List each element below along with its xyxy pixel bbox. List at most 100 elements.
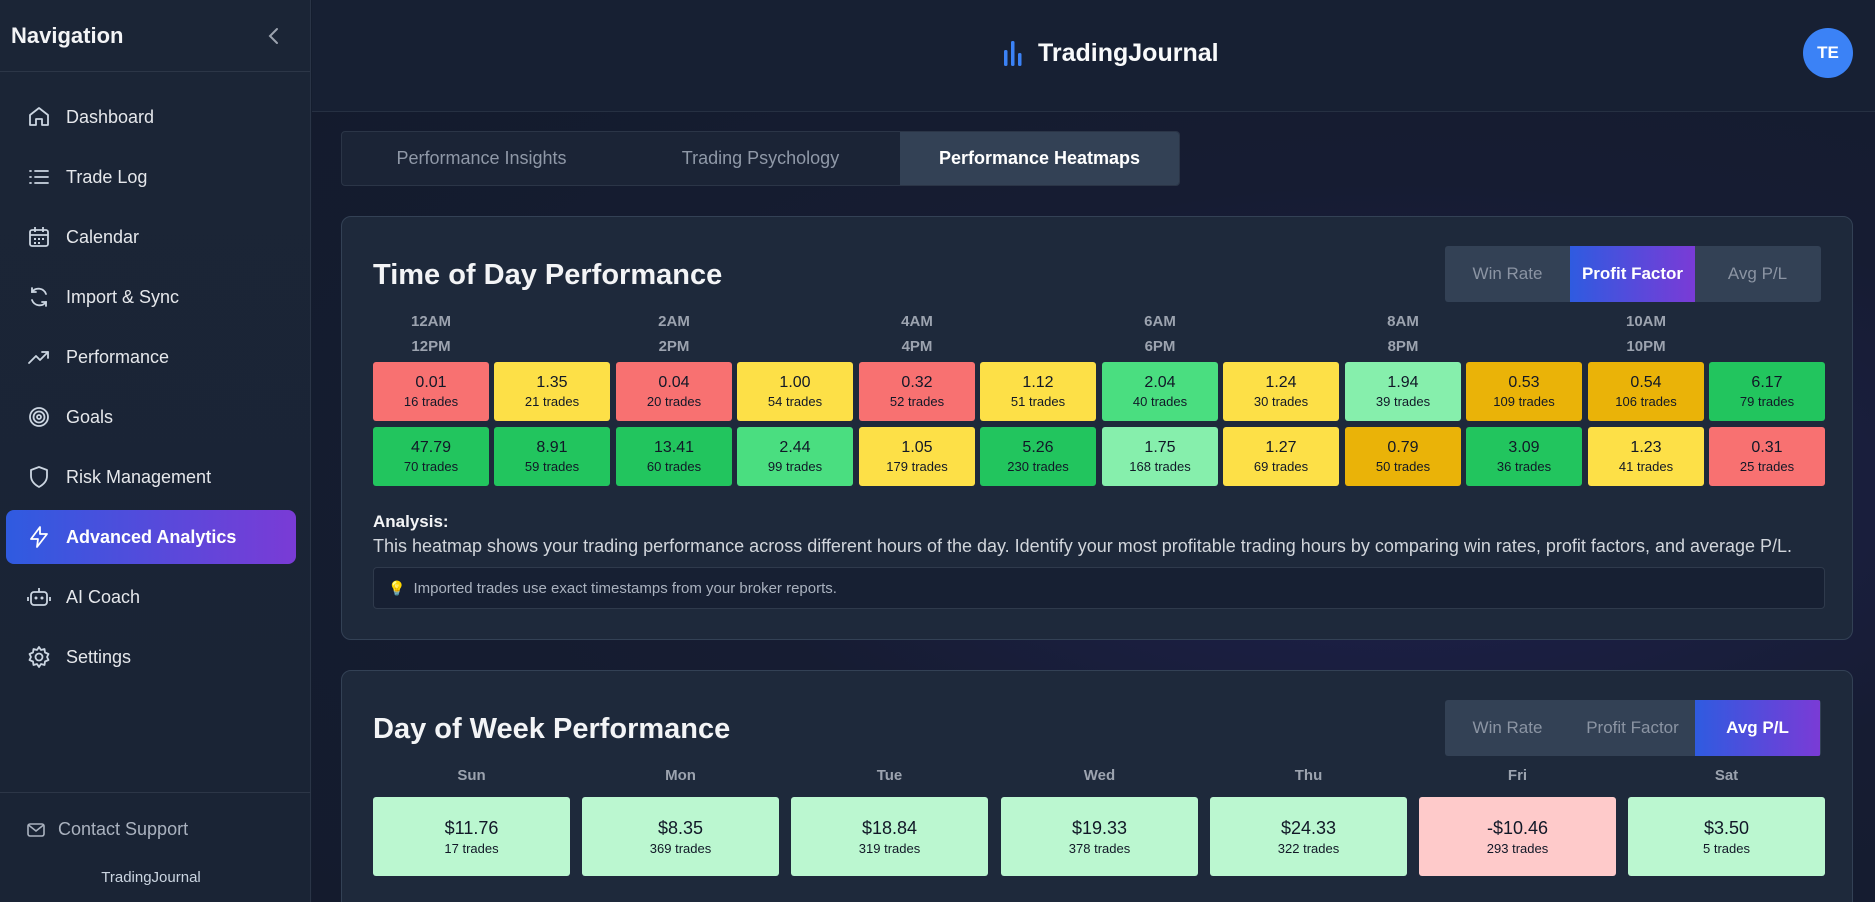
heatmap-cell[interactable]: 1.75 168 trades	[1102, 427, 1218, 486]
brand-name: TradingJournal	[1038, 38, 1219, 67]
sidebar-item-risk-management[interactable]: Risk Management	[6, 450, 296, 504]
sidebar-item-ai-coach[interactable]: AI Coach	[6, 570, 296, 624]
cell-value: -$10.46	[1486, 817, 1549, 838]
cell-trades: 168 trades	[1129, 458, 1191, 474]
heatmap-cell[interactable]: 0.53 109 trades	[1466, 362, 1582, 421]
heatmap-cell[interactable]: 1.94 39 trades	[1345, 362, 1461, 421]
cell-value: 2.04	[1144, 373, 1176, 391]
tod-profit-factor-button[interactable]: Profit Factor	[1570, 246, 1695, 302]
day-label: Sat	[1714, 767, 1739, 784]
cell-trades: 30 trades	[1253, 393, 1309, 409]
sidebar-item-advanced-analytics[interactable]: Advanced Analytics	[6, 510, 296, 564]
tod-win-rate-button[interactable]: Win Rate	[1472, 264, 1543, 283]
heatmap-cell[interactable]: 0.32 52 trades	[859, 362, 975, 421]
sidebar-item-trade-log[interactable]: Trade Log	[6, 150, 296, 204]
heatmap-cell[interactable]: 13.41 60 trades	[616, 427, 732, 486]
cell-value: 1.24	[1265, 373, 1297, 391]
day-heatmap-cell[interactable]: $19.33 378 trades	[1001, 797, 1198, 876]
hour-label-am: 12AM	[410, 313, 451, 330]
cell-trades: 99 trades	[767, 458, 823, 474]
time-of-day-metric-toggle: Win Rate Profit Factor Avg P/L	[1445, 246, 1821, 302]
day-of-week-title: Day of Week Performance	[373, 713, 731, 745]
contact-support-link[interactable]: Contact Support	[26, 819, 188, 840]
cell-trades: 59 trades	[524, 458, 580, 474]
heatmap-cell[interactable]: 0.01 16 trades	[373, 362, 489, 421]
heatmap-cell[interactable]: 2.04 40 trades	[1102, 362, 1218, 421]
cell-trades: 369 trades	[649, 840, 712, 856]
cell-value: 0.53	[1508, 373, 1540, 391]
cell-trades: 54 trades	[767, 393, 823, 409]
heatmap-cell[interactable]: 1.23 41 trades	[1588, 427, 1704, 486]
home-icon	[26, 104, 52, 130]
day-label: Tue	[876, 767, 903, 784]
day-heatmap-cell[interactable]: -$10.46 293 trades	[1419, 797, 1616, 876]
brand[interactable]: TradingJournal	[1000, 38, 1219, 68]
sidebar-item-performance[interactable]: Performance	[6, 330, 296, 384]
day-labels: Sun Mon Tue Wed Thu Fri Sat	[373, 767, 1825, 787]
heatmap-cell[interactable]: 5.26 230 trades	[980, 427, 1096, 486]
cell-trades: 50 trades	[1375, 458, 1431, 474]
time-of-day-card: Time of Day Performance Win Rate Profit F…	[341, 216, 1853, 640]
cell-value: 0.01	[415, 373, 447, 391]
sidebar-item-label: Trade Log	[66, 166, 148, 187]
day-heatmap-cell[interactable]: $3.50 5 trades	[1628, 797, 1825, 876]
cell-trades: 17 trades	[444, 840, 499, 856]
heatmap-cell[interactable]: 1.05 179 trades	[859, 427, 975, 486]
cell-value: $19.33	[1071, 817, 1128, 838]
heatmap-cell[interactable]: 3.09 36 trades	[1466, 427, 1582, 486]
cell-value: 5.26	[1022, 438, 1054, 456]
tab-performance-heatmaps[interactable]: Performance Heatmaps	[900, 132, 1179, 185]
cell-value: 1.27	[1265, 438, 1297, 456]
tod-avg-p-l-button[interactable]: Avg P/L	[1727, 264, 1788, 283]
heatmap-cell[interactable]: 1.27 69 trades	[1223, 427, 1339, 486]
analysis-label: Analysis:	[373, 512, 449, 531]
sidebar: Navigation Dashboard Trade Log Calendar Imp…	[0, 0, 311, 902]
dow-win-rate-button[interactable]: Win Rate	[1472, 718, 1543, 737]
heatmap-cell[interactable]: 1.00 54 trades	[737, 362, 853, 421]
day-of-week-card: Day of Week Performance Win Rate Profit F…	[341, 670, 1853, 902]
cell-trades: 106 trades	[1615, 393, 1677, 409]
day-heatmap-cell[interactable]: $24.33 322 trades	[1210, 797, 1407, 876]
chevron-left-icon[interactable]	[264, 26, 284, 46]
heatmap-cell[interactable]: 8.91 59 trades	[494, 427, 610, 486]
hour-label: 4AM 4PM	[859, 309, 975, 359]
cell-value: 1.75	[1144, 438, 1176, 456]
mail-icon	[26, 820, 46, 840]
heatmap-cell[interactable]: 0.31 25 trades	[1709, 427, 1825, 486]
dow-avg-p-l-button[interactable]: Avg P/L	[1695, 700, 1820, 756]
hour-label: 8AM 8PM	[1345, 309, 1461, 359]
cell-trades: 20 trades	[646, 393, 702, 409]
sidebar-item-label: Risk Management	[66, 466, 212, 487]
cell-trades: 179 trades	[886, 458, 948, 474]
day-label: Mon	[665, 767, 696, 784]
day-heatmap-cell[interactable]: $8.35 369 trades	[582, 797, 779, 876]
tab-performance-insights[interactable]: Performance Insights	[396, 148, 567, 168]
cell-trades: 5 trades	[1703, 840, 1750, 856]
cell-trades: 16 trades	[403, 393, 459, 409]
dow-profit-factor-button[interactable]: Profit Factor	[1586, 718, 1679, 737]
heatmap-cell[interactable]: 1.35 21 trades	[494, 362, 610, 421]
heatmap-cell[interactable]: 2.44 99 trades	[737, 427, 853, 486]
tab-trading-psychology[interactable]: Trading Psychology	[681, 148, 840, 168]
heatmap-cell[interactable]: 47.79 70 trades	[373, 427, 489, 486]
sidebar-item-dashboard[interactable]: Dashboard	[6, 90, 296, 144]
avatar[interactable]: TE	[1803, 28, 1853, 78]
heatmap-cell[interactable]: 0.79 50 trades	[1345, 427, 1461, 486]
cell-trades: 60 trades	[646, 458, 702, 474]
cell-trades: 21 trades	[524, 393, 580, 409]
sidebar-item-settings[interactable]: Settings	[6, 630, 296, 684]
sidebar-item-goals[interactable]: Goals	[6, 390, 296, 444]
heatmap-cell[interactable]: 1.12 51 trades	[980, 362, 1096, 421]
heatmap-cell[interactable]: 0.54 106 trades	[1588, 362, 1704, 421]
hour-label-pm: 6PM	[1144, 338, 1176, 355]
sidebar-item-calendar[interactable]: Calendar	[6, 210, 296, 264]
sidebar-item-import-sync[interactable]: Import & Sync	[6, 270, 296, 324]
heatmap-cell[interactable]: 0.04 20 trades	[616, 362, 732, 421]
cell-trades: 36 trades	[1496, 458, 1552, 474]
hour-label-pm: 12PM	[411, 338, 451, 355]
cell-value: 0.31	[1751, 438, 1783, 456]
day-heatmap-cell[interactable]: $18.84 319 trades	[791, 797, 988, 876]
heatmap-cell[interactable]: 6.17 79 trades	[1709, 362, 1825, 421]
heatmap-cell[interactable]: 1.24 30 trades	[1223, 362, 1339, 421]
day-heatmap-cell[interactable]: $11.76 17 trades	[373, 797, 570, 876]
